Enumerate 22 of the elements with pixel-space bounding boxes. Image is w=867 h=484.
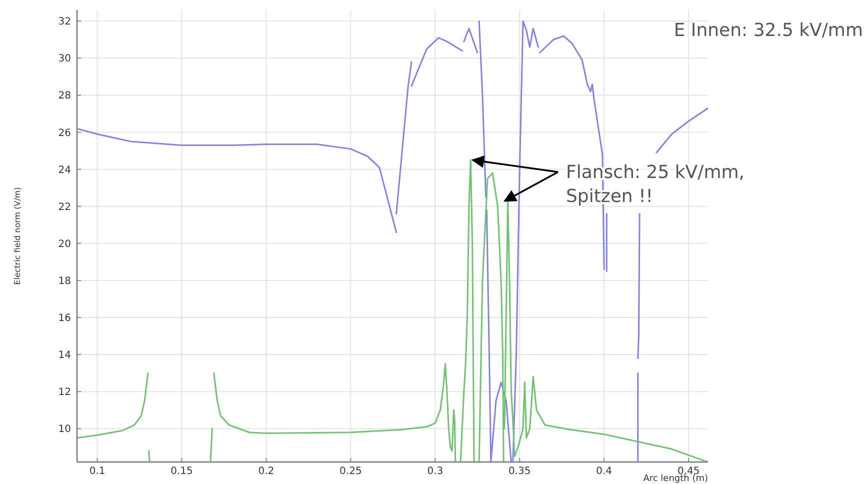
y-tick-label: 26 xyxy=(58,128,71,139)
y-tick-label: 14 xyxy=(58,350,71,362)
x-tick-label: 0.25 xyxy=(340,466,362,477)
x-tick-label: 0.15 xyxy=(170,466,193,477)
y-tick-label: 10 xyxy=(58,424,71,436)
y-tick-label: 24 xyxy=(58,164,71,176)
x-axis-title: Arc length (m) xyxy=(643,474,708,484)
y-tick-label: 20 xyxy=(58,238,71,250)
y-tick-label: 18 xyxy=(58,276,71,287)
x-tick-label: 0.35 xyxy=(508,466,531,477)
y-tick-label: 16 xyxy=(58,313,71,324)
y-axis-title: Electric field norm (V/m) xyxy=(13,187,22,285)
annotation: E Innen: 32.5 kV/mm xyxy=(674,20,863,41)
x-tick-label: 0.1 xyxy=(89,466,106,477)
y-tick-label: 28 xyxy=(58,90,71,102)
y-tick-label: 22 xyxy=(58,202,71,213)
y-tick-label: 12 xyxy=(58,387,71,398)
y-tick-label: 30 xyxy=(58,54,71,65)
x-tick-label: 0.3 xyxy=(427,466,444,477)
y-tick-label: 32 xyxy=(58,16,71,28)
x-tick-label: 0.4 xyxy=(596,466,612,477)
x-tick-label: 0.2 xyxy=(258,466,274,477)
